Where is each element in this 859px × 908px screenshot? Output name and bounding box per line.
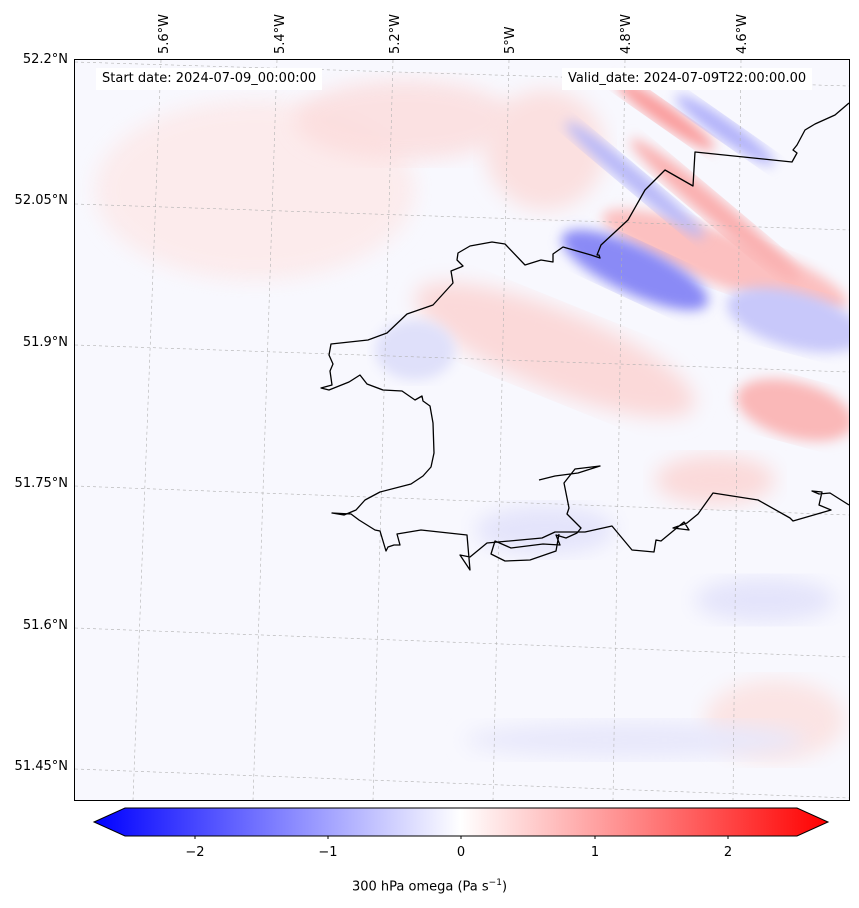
valid-date-label: Valid_date: 2024-07-09T22:00:00.00 — [562, 68, 813, 90]
colorbar-tick-label: −2 — [185, 845, 205, 860]
start-date-label: Start date: 2024-07-09_00:00:00 — [96, 68, 323, 90]
colorbar-tick-label: 1 — [590, 845, 600, 860]
lat-tick-label: 51.75°N — [14, 476, 68, 491]
map-panel — [74, 59, 850, 801]
lon-tick-label: 4.6°W — [735, 13, 750, 54]
lat-tick-label: 51.6°N — [22, 618, 68, 633]
colorbar — [92, 807, 830, 839]
coastline — [320, 102, 849, 571]
lat-tick-label: 52.05°N — [14, 193, 68, 208]
lon-tick-label: 5°W — [503, 26, 518, 54]
lat-tick-label: 51.9°N — [22, 335, 68, 350]
lon-tick-label: 5.6°W — [157, 13, 172, 54]
colorbar-tick-label: 2 — [723, 845, 733, 860]
lat-tick-label: 52.2°N — [22, 52, 68, 67]
colorbar-label: 300 hPa omega (Pa s−1) — [0, 878, 859, 894]
colorbar-label-text: 300 hPa omega (Pa s — [351, 879, 489, 895]
lon-tick-label: 5.2°W — [388, 13, 403, 54]
colorbar-label-close: ) — [501, 879, 508, 895]
omega-field-map — [75, 60, 849, 800]
colorbar-tick-label: −1 — [318, 845, 338, 860]
colorbar-label-exponent: −1 — [488, 878, 502, 888]
omega-shading — [75, 60, 849, 800]
lon-tick-label: 4.8°W — [619, 13, 634, 54]
lon-tick-label: 5.4°W — [273, 13, 288, 54]
colorbar-tick-label: 0 — [456, 845, 466, 860]
lat-tick-label: 51.45°N — [14, 759, 68, 774]
